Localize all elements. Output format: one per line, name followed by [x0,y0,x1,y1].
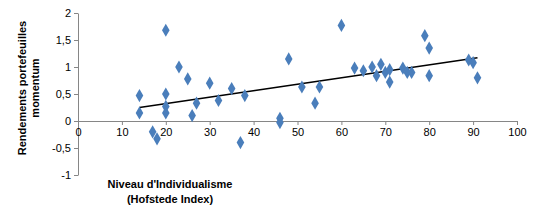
point [162,106,170,119]
y-tick-label: 1 [65,61,71,73]
x-tick: 10 [116,121,128,138]
point [474,71,482,84]
point [360,64,368,77]
x-tick-mark [166,121,167,125]
x-tick-mark [78,121,79,125]
y-tick-mark [74,67,78,68]
y-tick: 2 [65,7,78,19]
x-tick: 100 [508,121,526,138]
x-tick-label: 40 [248,126,260,138]
point [153,132,161,145]
point [162,24,170,37]
x-tick-mark [341,121,342,125]
point [311,97,319,110]
point [469,56,477,69]
x-tick: 50 [292,121,304,138]
y-tick-label: 1,5 [56,34,71,46]
y-tick-label: -1 [61,169,71,181]
y-tick-mark [74,148,78,149]
y-axis-title-line: Rendements portefeuilles [16,21,28,155]
x-tick-label: 50 [292,126,304,138]
x-tick-label: 0 [75,126,81,138]
point [421,29,429,42]
point [237,136,245,149]
x-tick-label: 20 [160,126,172,138]
x-tick-label: 30 [204,126,216,138]
x-tick: 80 [424,121,436,138]
x-tick: 70 [380,121,392,138]
x-tick-label: 10 [116,126,128,138]
point [351,62,359,75]
x-tick-mark [385,121,386,125]
y-tick-mark [74,13,78,14]
point [241,89,249,102]
trend-line [139,58,477,108]
x-axis-title-line: Niveau d'Individualisme [108,178,233,190]
point [188,109,196,122]
point [175,60,183,73]
point [368,60,376,73]
x-tick-label: 80 [424,126,436,138]
point [386,63,394,76]
y-tick-mark [74,175,78,176]
x-tick-label: 90 [467,126,479,138]
y-tick: -1 [61,169,78,181]
point [228,82,236,95]
x-tick-mark [122,121,123,125]
chart: -1-0,500,511,520102030405060708090100Ren… [0,0,534,211]
x-tick-label: 100 [508,126,526,138]
x-tick: 60 [336,121,348,138]
point [285,52,293,65]
x-tick: 0 [75,121,81,138]
point [425,69,433,82]
y-tick: 0,5 [56,88,78,100]
y-tick-mark [74,40,78,41]
y-tick-label: -0,5 [52,142,71,154]
x-axis: 0 10 20 30 40 50 60 70 80 90 100 [75,121,526,138]
y-axis-title: Rendements portefeuillesmomentum [16,21,41,155]
y-tick: 1,5 [56,34,78,46]
point [386,76,394,89]
point [206,77,214,90]
x-tick-mark [429,121,430,125]
point [136,89,144,102]
point [425,42,433,55]
x-tick-label: 70 [380,126,392,138]
point [373,69,381,82]
y-tick-label: 2 [65,7,71,19]
y-tick: -0,5 [52,142,78,154]
point [316,80,324,93]
point [193,97,201,110]
x-tick: 30 [204,121,216,138]
y-tick-label: 0,5 [56,88,71,100]
y-tick-mark [74,94,78,95]
x-tick-mark [254,121,255,125]
y-tick-label: 0 [65,115,71,127]
x-tick: 20 [160,121,172,138]
x-axis-title: Niveau d'Individualisme (Hofstede Index) [108,178,233,205]
point [408,66,416,79]
x-tick-mark [473,121,474,125]
x-tick: 40 [248,121,260,138]
point [338,19,346,32]
plot-area [136,19,482,149]
x-tick-mark [298,121,299,125]
y-axis-line [78,14,79,176]
y-tick-mark [74,121,78,122]
point [276,116,284,129]
x-axis-title-line: (Hofstede Index) [127,193,214,205]
point [162,87,170,100]
y-axis-title-line: momentum [29,58,41,118]
point [136,106,144,119]
x-tick: 90 [467,121,479,138]
point [184,72,192,85]
x-tick-mark [210,121,211,125]
point [298,80,306,93]
x-tick-label: 60 [336,126,348,138]
point [215,94,223,107]
y-axis: -1 -0,5 0 0,5 1 1,5 2 [52,7,78,181]
x-tick-mark [517,121,518,125]
y-tick: 1 [65,61,78,73]
